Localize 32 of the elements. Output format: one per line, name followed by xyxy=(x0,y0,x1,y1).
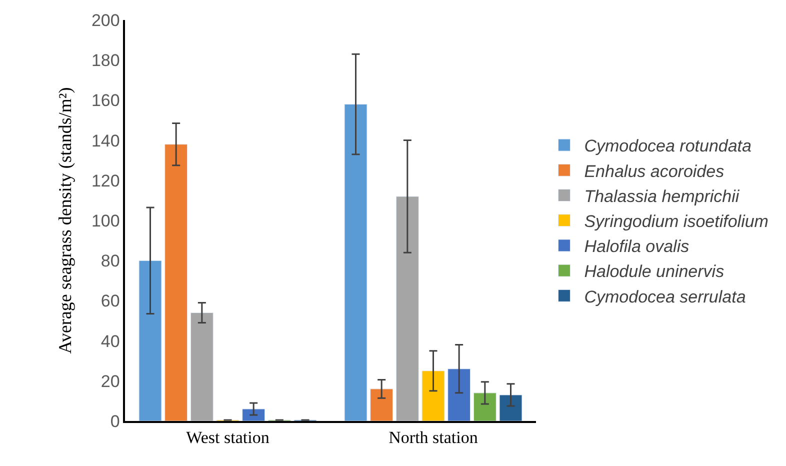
legend-label: Enhalus acoroides xyxy=(584,162,725,181)
bar xyxy=(422,370,445,421)
x-tick-label: West station xyxy=(186,428,270,448)
bar xyxy=(473,392,496,421)
y-axis-title: Average seagrass density (stands/m²) xyxy=(55,87,76,354)
bar xyxy=(242,408,266,421)
legend-label: Cymodocea rotundata xyxy=(584,136,752,156)
legend-label: Thalassia hemprichii xyxy=(584,186,740,206)
y-tick-label: 40 xyxy=(100,332,120,351)
legend-label: Syringodium isoetifolium xyxy=(584,212,768,231)
y-tick-label: 60 xyxy=(100,292,120,311)
legend-label: Halodule uninervis xyxy=(584,262,725,282)
y-tick-label: 140 xyxy=(91,131,120,150)
y-tick-label: 120 xyxy=(91,171,120,190)
y-tick-label: 80 xyxy=(100,252,120,271)
bar xyxy=(344,104,368,421)
y-tick-label: 0 xyxy=(110,412,120,431)
x-tick-label: North station xyxy=(388,428,478,448)
bar xyxy=(138,260,162,421)
legend-label: Halofila ovalis xyxy=(584,237,690,256)
y-tick-label: 160 xyxy=(91,91,120,110)
y-tick-label: 20 xyxy=(100,372,120,391)
bar xyxy=(448,368,471,421)
y-tick-label: 100 xyxy=(91,211,120,230)
bar xyxy=(164,144,188,421)
legend-label: Cymodocea serrulata xyxy=(584,287,746,306)
bar xyxy=(190,312,214,421)
bar xyxy=(499,394,522,421)
y-tick-label: 180 xyxy=(91,51,120,70)
bar xyxy=(396,196,419,421)
y-tick-label: 200 xyxy=(91,10,120,30)
bar xyxy=(370,388,394,421)
